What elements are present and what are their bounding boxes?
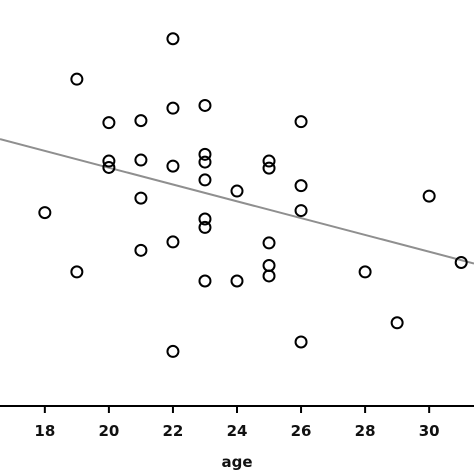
data-point bbox=[198, 212, 212, 226]
data-point bbox=[390, 316, 404, 330]
data-points bbox=[38, 32, 468, 358]
data-point bbox=[262, 154, 276, 168]
data-point bbox=[230, 274, 244, 288]
data-point bbox=[198, 98, 212, 112]
data-point bbox=[134, 191, 148, 205]
data-point bbox=[294, 179, 308, 193]
data-point bbox=[134, 153, 148, 167]
x-axis-label: age bbox=[221, 453, 252, 471]
x-tick-label: 26 bbox=[291, 422, 312, 440]
data-point bbox=[358, 265, 372, 279]
x-tick-label: 18 bbox=[34, 422, 55, 440]
data-point bbox=[166, 101, 180, 115]
data-point bbox=[262, 259, 276, 273]
data-point bbox=[230, 184, 244, 198]
x-tick-label: 28 bbox=[355, 422, 376, 440]
data-point bbox=[166, 235, 180, 249]
data-point bbox=[198, 274, 212, 288]
data-point bbox=[198, 155, 212, 169]
data-point bbox=[102, 160, 116, 174]
trend-line bbox=[0, 138, 474, 265]
data-point bbox=[166, 344, 180, 358]
data-point bbox=[70, 265, 84, 279]
data-point bbox=[166, 32, 180, 46]
x-tick-label: 30 bbox=[419, 422, 440, 440]
data-point bbox=[262, 236, 276, 250]
data-point bbox=[294, 115, 308, 129]
data-point bbox=[294, 204, 308, 218]
data-point bbox=[70, 72, 84, 86]
data-point bbox=[198, 147, 212, 161]
data-point bbox=[134, 114, 148, 128]
data-point bbox=[262, 269, 276, 283]
data-point bbox=[198, 173, 212, 187]
x-axis-ticks: 18 20 22 24 26 28 30 bbox=[34, 406, 440, 440]
x-tick-label: 20 bbox=[98, 422, 119, 440]
data-point bbox=[38, 206, 52, 220]
x-tick-label: 22 bbox=[163, 422, 184, 440]
data-point bbox=[262, 161, 276, 175]
x-tick-label: 24 bbox=[227, 422, 248, 440]
data-point bbox=[294, 335, 308, 349]
data-point bbox=[102, 116, 116, 130]
data-point bbox=[102, 154, 116, 168]
data-point bbox=[454, 255, 468, 269]
data-point bbox=[422, 189, 436, 203]
data-point bbox=[134, 243, 148, 257]
data-point bbox=[166, 159, 180, 173]
data-point bbox=[198, 220, 212, 234]
